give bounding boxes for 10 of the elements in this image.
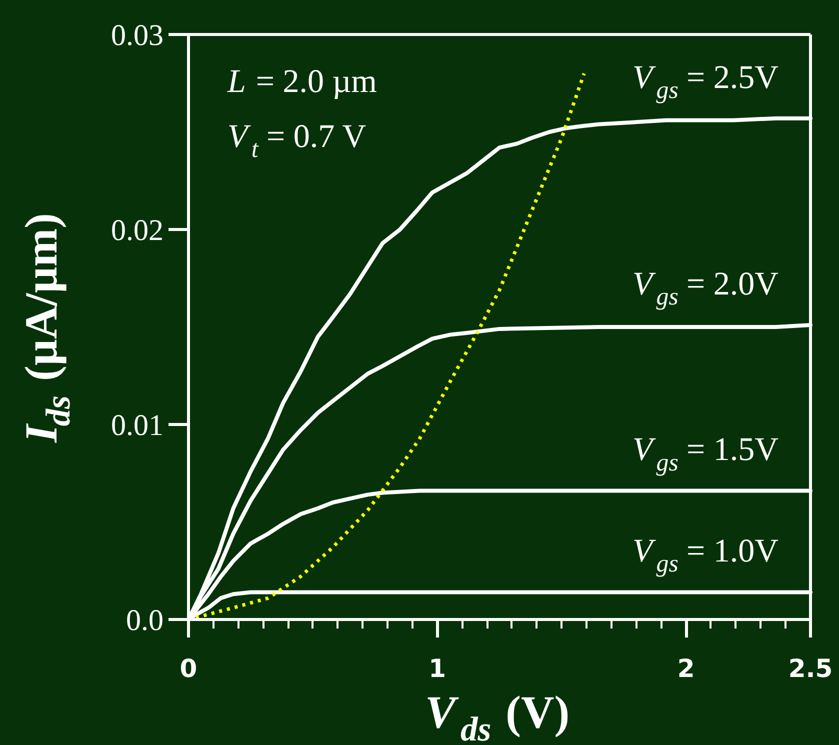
annotation: L = 2.0 µm	[226, 64, 378, 100]
y-axis-title: Ids (µA/µm)	[15, 213, 78, 444]
x-tick-label: 2	[677, 654, 695, 683]
y-tick-label: 0.01	[111, 409, 164, 442]
x-tick-label: 1	[428, 654, 446, 683]
x-tick-label: 2.5	[788, 654, 833, 683]
y-tick-label: 0.02	[111, 214, 164, 248]
y-tick-label: 0.0	[126, 604, 164, 638]
y-tick-label: 0.03	[111, 19, 164, 52]
x-tick-label: 0	[180, 654, 198, 683]
